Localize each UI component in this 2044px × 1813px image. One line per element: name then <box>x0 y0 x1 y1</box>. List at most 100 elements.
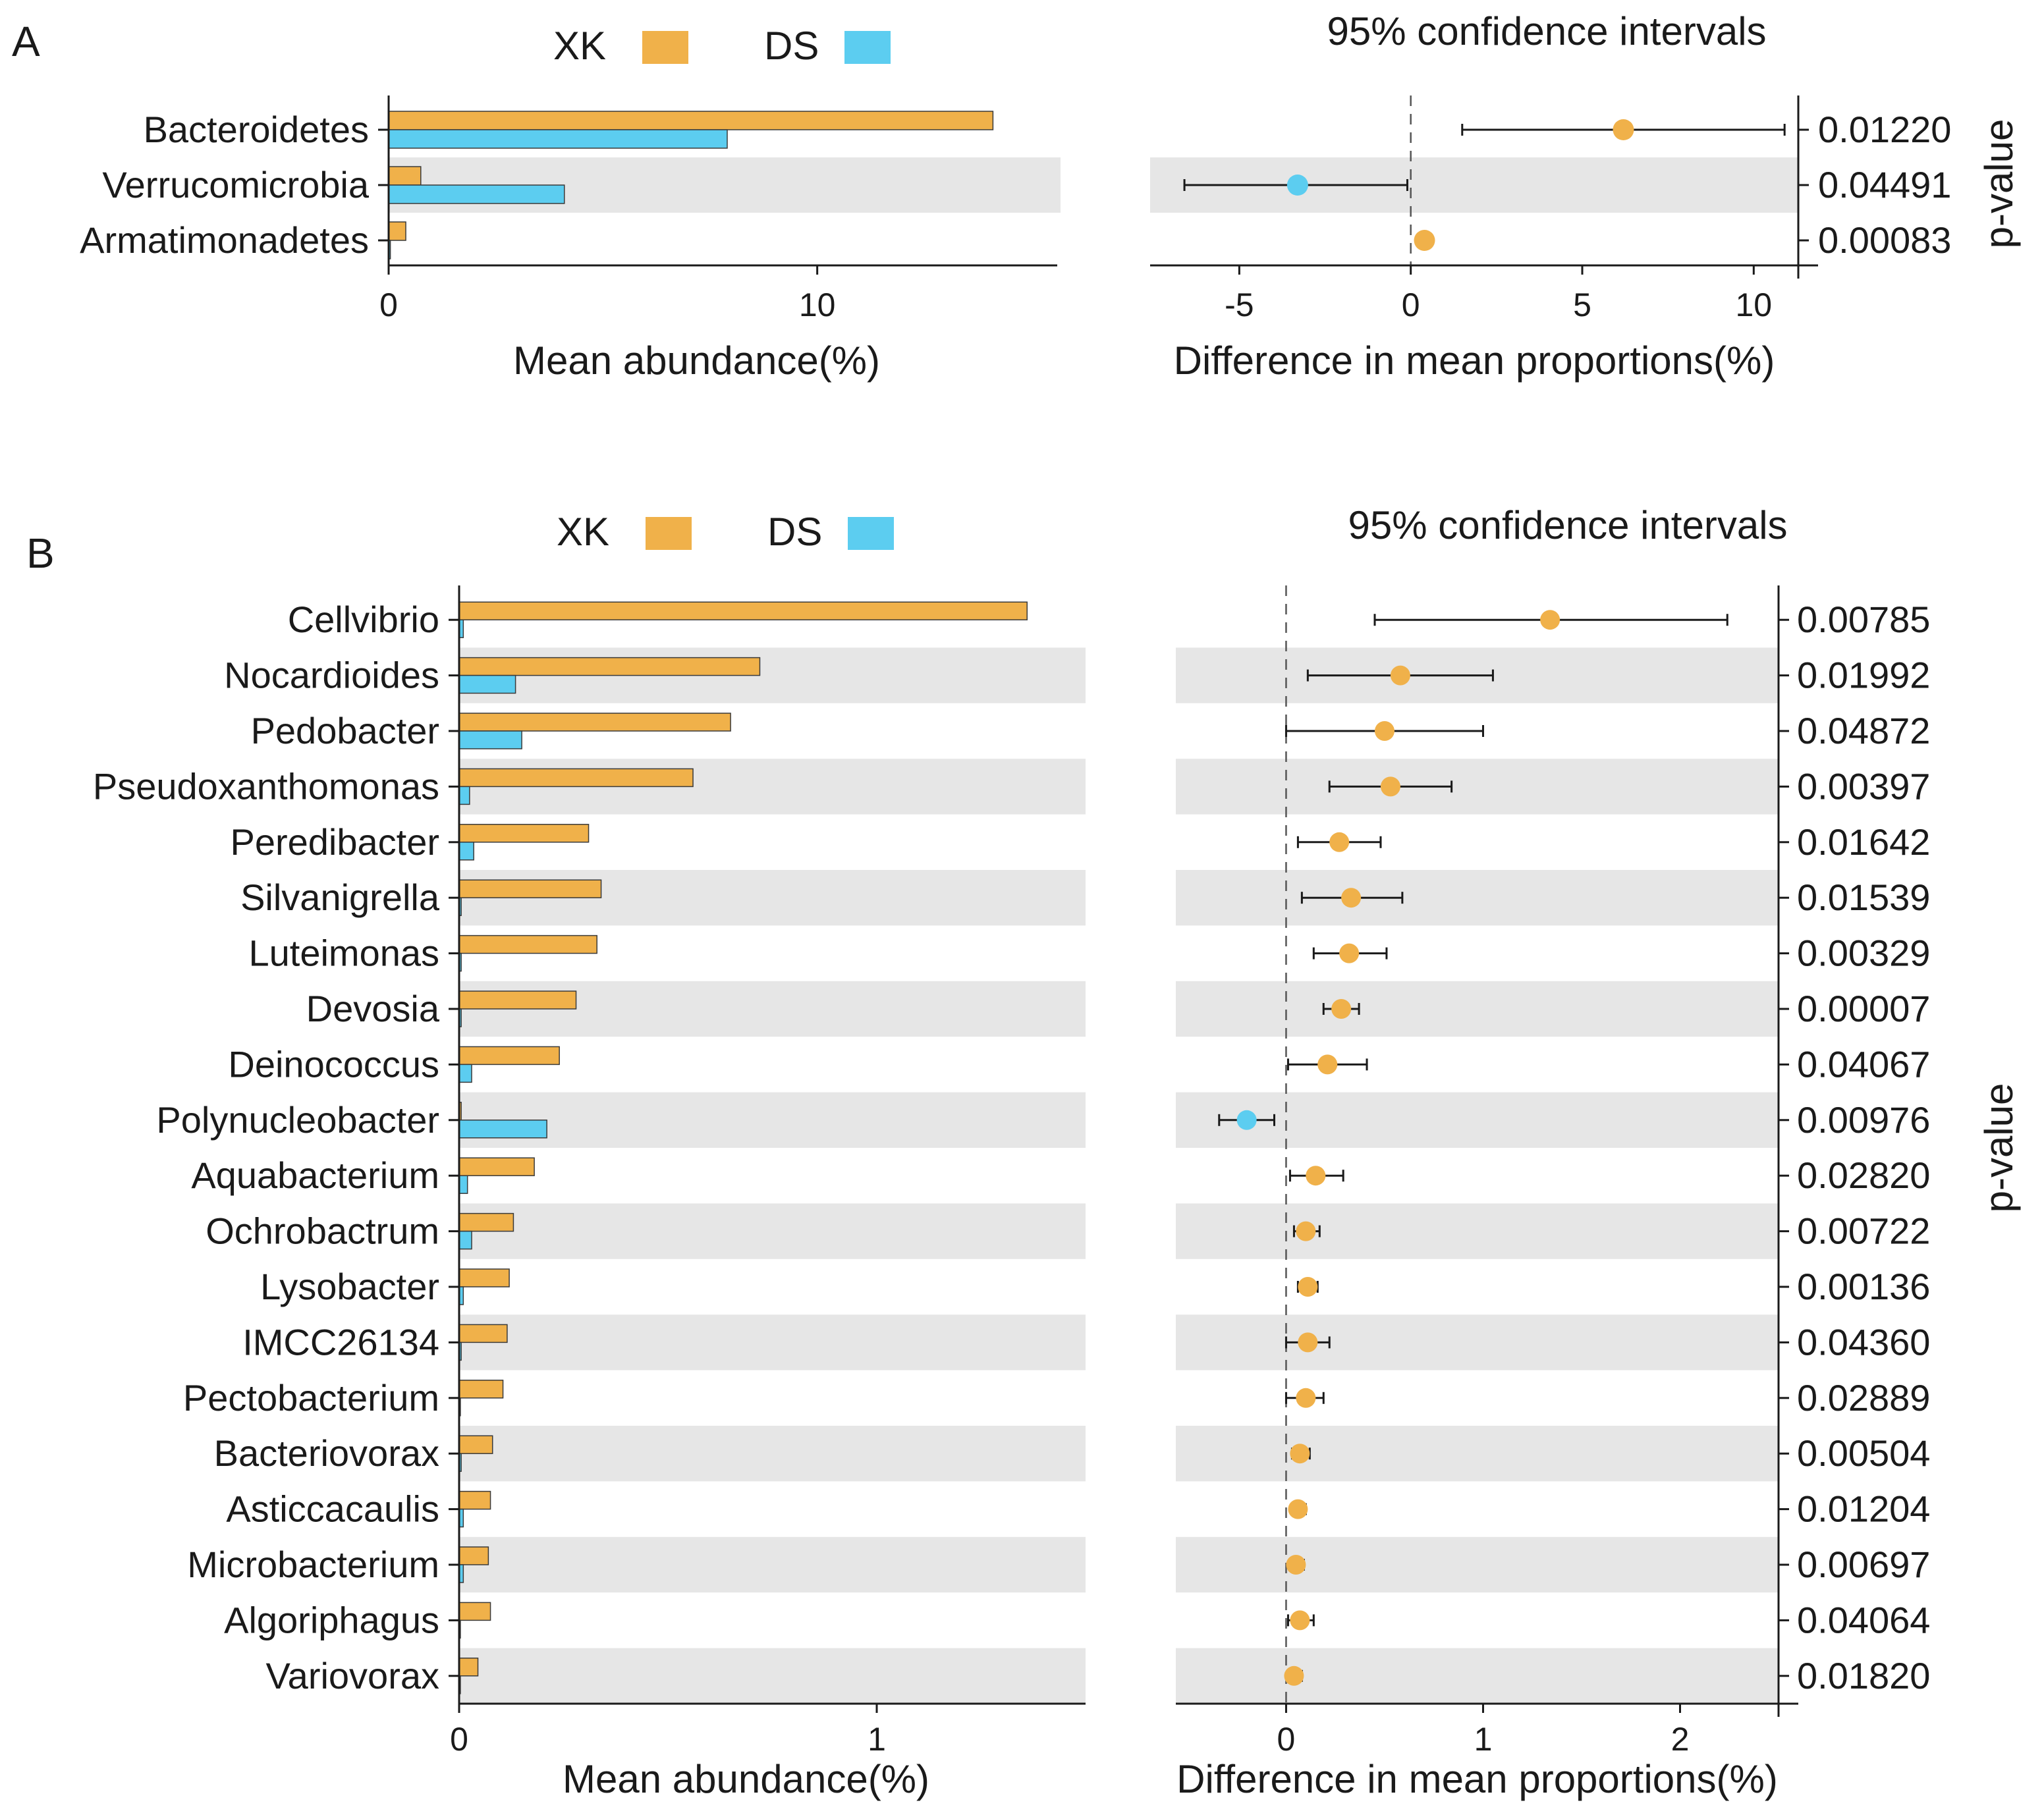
legend-swatch-xk <box>646 517 692 550</box>
ci-mean-dot <box>1613 119 1634 140</box>
pvalue-label: 0.00397 <box>1797 765 1930 807</box>
ci-x-tick-label: 10 <box>1736 286 1773 323</box>
ci-x-tick-label: 1 <box>1474 1721 1493 1758</box>
legend-swatch-ds <box>848 517 894 550</box>
pvalue-label: 0.04872 <box>1797 710 1930 751</box>
ci-row-stripe <box>1176 981 1779 1037</box>
ci-mean-dot <box>1339 944 1359 963</box>
ci-row-stripe <box>1176 870 1779 925</box>
bar-ds <box>459 731 522 749</box>
category-label: Pectobacterium <box>183 1377 439 1419</box>
bar-row-stripe <box>459 1648 1086 1704</box>
ci-row-stripe <box>1176 1314 1779 1370</box>
ci-mean-dot <box>1306 1166 1325 1185</box>
category-label: Luteimonas <box>248 933 439 974</box>
bar-xk <box>459 936 597 954</box>
ci-mean-dot <box>1237 1110 1257 1130</box>
pvalue-label: 0.01992 <box>1797 655 1930 696</box>
ci-title: 95% confidence intervals <box>1327 9 1766 53</box>
bar-ds <box>389 130 727 148</box>
category-label: Lysobacter <box>260 1266 439 1307</box>
ci-x-tick-label: 0 <box>1277 1721 1296 1758</box>
bar-xk <box>389 222 406 240</box>
ci-row-stripe <box>1176 1426 1779 1481</box>
pvalue-label: 0.00136 <box>1797 1266 1930 1307</box>
bar-x-axis-title: Mean abundance(%) <box>513 338 880 383</box>
ci-mean-dot <box>1381 776 1400 796</box>
ci-row-stripe <box>1176 1203 1779 1258</box>
ci-mean-dot <box>1331 999 1351 1019</box>
bar-xk <box>459 602 1027 620</box>
ci-mean-dot <box>1341 888 1361 907</box>
bar-ds <box>459 786 470 804</box>
legend-label-xk: XK <box>553 24 606 68</box>
ci-mean-dot <box>1375 721 1395 741</box>
ci-row-stripe <box>1176 1537 1779 1592</box>
bar-x-tick-label: 1 <box>868 1721 886 1758</box>
bar-row-stripe <box>459 1314 1086 1370</box>
ci-mean-dot <box>1540 610 1560 630</box>
pvalue-label: 0.00976 <box>1797 1099 1930 1141</box>
pvalue-label: 0.00722 <box>1797 1210 1930 1252</box>
pvalue-label: 0.00785 <box>1797 599 1930 640</box>
bar-xk <box>459 1269 509 1287</box>
category-label: Devosia <box>306 988 440 1029</box>
pvalue-axis-title: p-value <box>1977 119 2021 249</box>
bar-ds <box>459 842 474 860</box>
bar-xk <box>459 713 731 731</box>
category-label: Ochrobactrum <box>206 1210 439 1252</box>
ci-row-stripe <box>1176 1648 1779 1704</box>
ci-x-tick-label: -5 <box>1225 286 1254 323</box>
ci-mean-dot <box>1296 1388 1315 1408</box>
ci-mean-dot <box>1288 1500 1308 1519</box>
ci-mean-dot <box>1290 1610 1310 1630</box>
bar-xk <box>459 769 693 786</box>
bar-xk <box>459 1380 503 1398</box>
category-label: Verrucomicrobia <box>102 164 369 205</box>
pvalue-label: 0.00329 <box>1797 933 1930 974</box>
category-label: Deinococcus <box>228 1043 439 1085</box>
bar-xk <box>459 1324 507 1342</box>
legend-label-xk: XK <box>557 510 609 554</box>
category-label: Pseudoxanthomonas <box>93 765 439 807</box>
bar-xk <box>459 658 760 676</box>
category-label: Polynucleobacter <box>156 1099 439 1141</box>
bar-xk <box>459 1658 478 1676</box>
bar-x-tick-label: 0 <box>450 1721 468 1758</box>
bar-row-stripe <box>459 1426 1086 1481</box>
bar-ds <box>459 676 516 693</box>
pvalue-label: 0.04360 <box>1797 1321 1930 1363</box>
legend-label-ds: DS <box>764 24 819 68</box>
ci-x-axis-title: Difference in mean proportions(%) <box>1174 338 1775 383</box>
pvalue-label: 0.01220 <box>1818 109 1951 150</box>
pvalue-label: 0.04064 <box>1797 1599 1930 1640</box>
ci-mean-dot <box>1414 230 1435 251</box>
category-label: Aquabacterium <box>191 1154 439 1196</box>
ci-mean-dot <box>1287 175 1308 196</box>
bar-xk <box>459 991 576 1009</box>
extended-error-bar-figure: A XK DSBacteroidetesVerrucomicrobiaArmatim… <box>0 0 2044 1813</box>
legend-label-ds: DS <box>767 510 822 554</box>
pvalue-label: 0.01204 <box>1797 1488 1930 1530</box>
pvalue-label: 0.01820 <box>1797 1655 1930 1696</box>
bar-ds <box>459 1064 472 1082</box>
ci-mean-dot <box>1391 666 1410 686</box>
ci-mean-dot <box>1329 832 1349 852</box>
bar-ds <box>459 1120 547 1138</box>
bar-x-tick-label: 10 <box>799 286 836 323</box>
panel-label: A <box>12 18 40 65</box>
pvalue-label: 0.01642 <box>1797 821 1930 863</box>
ci-mean-dot <box>1286 1555 1306 1575</box>
category-label: Asticcacaulis <box>226 1488 439 1530</box>
bar-xk <box>459 1547 488 1565</box>
ci-x-tick-label: 0 <box>1402 286 1420 323</box>
category-label: Microbacterium <box>187 1544 439 1585</box>
ci-title: 95% confidence intervals <box>1348 503 1787 547</box>
category-label: Variovorax <box>265 1655 439 1696</box>
category-label: Bacteriovorax <box>214 1432 439 1474</box>
ci-mean-dot <box>1298 1277 1317 1297</box>
pvalue-label: 0.04067 <box>1797 1043 1930 1085</box>
ci-mean-dot <box>1284 1666 1304 1686</box>
pvalue-label: 0.02820 <box>1797 1154 1930 1196</box>
ci-x-tick-label: 5 <box>1573 286 1591 323</box>
